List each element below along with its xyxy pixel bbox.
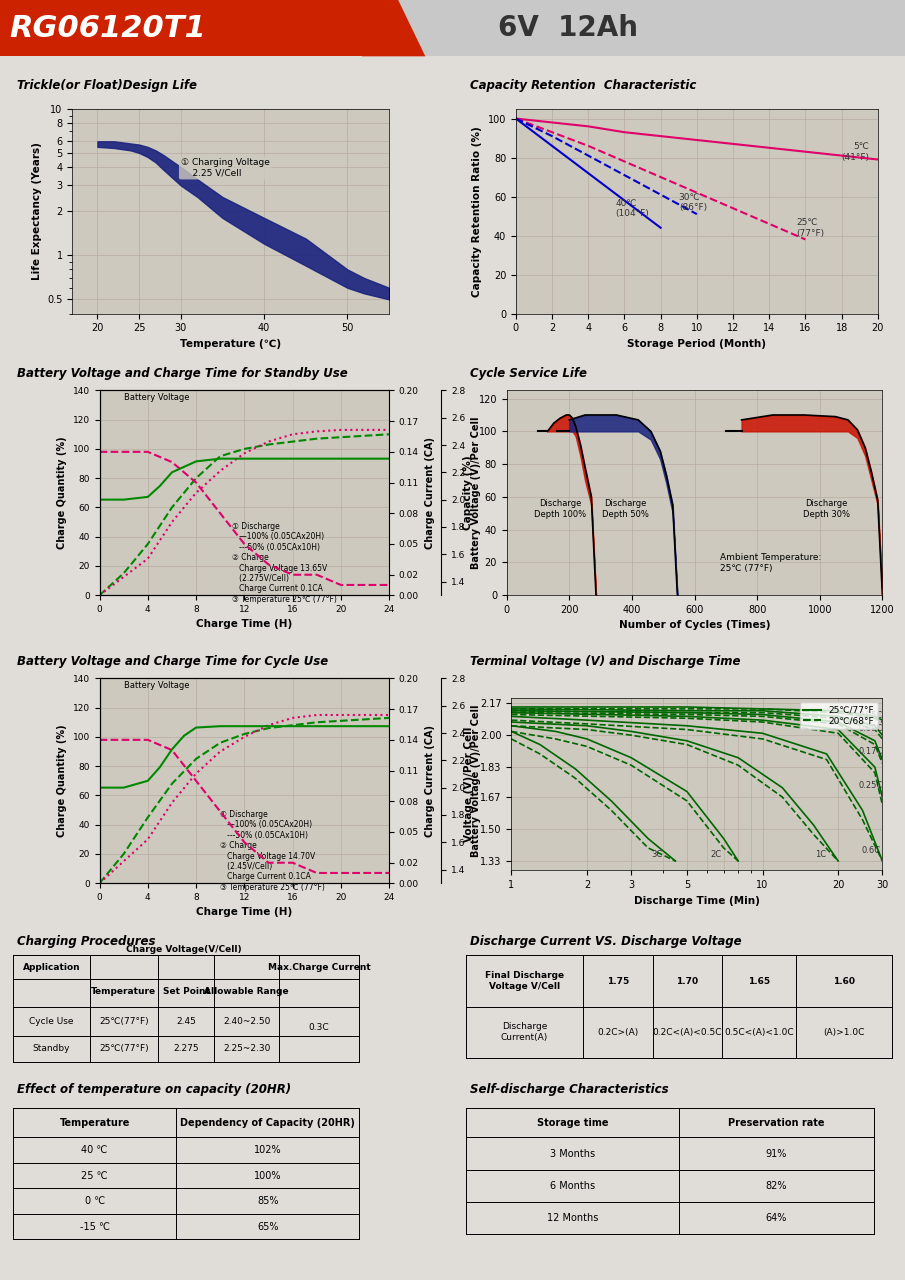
Text: Discharge
Current(A): Discharge Current(A) xyxy=(500,1023,548,1042)
Text: Charging Procedures: Charging Procedures xyxy=(17,934,156,947)
Text: 6V  12Ah: 6V 12Ah xyxy=(498,14,638,42)
Text: 6 Months: 6 Months xyxy=(549,1181,595,1190)
Y-axis label: Charge Current (CA): Charge Current (CA) xyxy=(424,436,434,549)
Text: Standby: Standby xyxy=(33,1044,70,1053)
X-axis label: Number of Cycles (Times): Number of Cycles (Times) xyxy=(619,621,770,631)
Text: 0 ℃: 0 ℃ xyxy=(84,1197,105,1206)
Text: 1.65: 1.65 xyxy=(748,977,770,986)
Text: 82%: 82% xyxy=(766,1181,787,1190)
Y-axis label: Battery Voltage (V)/Per Cell: Battery Voltage (V)/Per Cell xyxy=(471,704,481,858)
Text: 100%: 100% xyxy=(254,1171,281,1180)
Text: 40 ℃: 40 ℃ xyxy=(81,1146,108,1155)
Text: 25℃(77°F): 25℃(77°F) xyxy=(99,1044,148,1053)
Legend: 25℃/77°F, 20℃/68°F: 25℃/77°F, 20℃/68°F xyxy=(800,703,878,730)
Y-axis label: Capacity Retention Ratio (%): Capacity Retention Ratio (%) xyxy=(472,125,482,297)
Text: Capacity Retention  Characteristic: Capacity Retention Characteristic xyxy=(471,78,697,92)
Text: 1.75: 1.75 xyxy=(607,977,629,986)
Text: 0.2C>(A): 0.2C>(A) xyxy=(597,1028,639,1037)
Text: Cycle Service Life: Cycle Service Life xyxy=(471,366,587,380)
X-axis label: Discharge Time (Min): Discharge Time (Min) xyxy=(634,896,760,906)
Text: Battery Voltage: Battery Voltage xyxy=(124,681,189,690)
Text: 1C: 1C xyxy=(814,850,826,859)
Text: Final Discharge
Voltage V/Cell: Final Discharge Voltage V/Cell xyxy=(485,972,564,991)
Y-axis label: Charge Current (CA): Charge Current (CA) xyxy=(424,724,434,837)
X-axis label: Charge Time (H): Charge Time (H) xyxy=(196,620,292,630)
Text: Discharge
Depth 30%: Discharge Depth 30% xyxy=(803,499,850,518)
Text: Battery Voltage and Charge Time for Standby Use: Battery Voltage and Charge Time for Stan… xyxy=(17,366,348,380)
Y-axis label: Charge Quantity (%): Charge Quantity (%) xyxy=(57,436,67,549)
Y-axis label: Battery Voltage (V)/Per Cell: Battery Voltage (V)/Per Cell xyxy=(471,416,481,570)
Text: 0.17C: 0.17C xyxy=(859,748,883,756)
Text: 0.05C: 0.05C xyxy=(859,712,883,721)
Text: 0.2C<(A)<0.5C: 0.2C<(A)<0.5C xyxy=(653,1028,722,1037)
Text: 2.40~2.50: 2.40~2.50 xyxy=(223,1016,271,1025)
Text: Application: Application xyxy=(23,963,81,972)
Y-axis label: Charge Quantity (%): Charge Quantity (%) xyxy=(57,724,67,837)
Text: Set Point: Set Point xyxy=(163,987,210,996)
Text: Effect of temperature on capacity (20HR): Effect of temperature on capacity (20HR) xyxy=(17,1083,291,1096)
Text: Ambient Temperature:
25℃ (77°F): Ambient Temperature: 25℃ (77°F) xyxy=(719,553,821,572)
Text: 5℃
(41°F): 5℃ (41°F) xyxy=(841,142,869,161)
Polygon shape xyxy=(335,0,425,56)
Text: Battery Voltage and Charge Time for Cycle Use: Battery Voltage and Charge Time for Cycl… xyxy=(17,654,329,668)
Text: Allowable Range: Allowable Range xyxy=(205,987,289,996)
Bar xyxy=(380,0,905,56)
Y-axis label: Capacity (%): Capacity (%) xyxy=(463,456,473,530)
Text: 1.60: 1.60 xyxy=(833,977,855,986)
Text: 2.45: 2.45 xyxy=(176,1016,196,1025)
Text: 12 Months: 12 Months xyxy=(547,1213,598,1224)
Text: Battery Voltage: Battery Voltage xyxy=(124,393,189,402)
Text: 30℃
(86°F): 30℃ (86°F) xyxy=(679,193,707,212)
Text: Discharge Current VS. Discharge Voltage: Discharge Current VS. Discharge Voltage xyxy=(471,934,742,947)
Bar xyxy=(0,0,380,56)
Text: 0.25C: 0.25C xyxy=(859,781,883,790)
Text: Trickle(or Float)Design Life: Trickle(or Float)Design Life xyxy=(17,78,197,92)
Text: Temperature: Temperature xyxy=(91,987,157,996)
Text: 0.6C: 0.6C xyxy=(862,846,881,855)
Text: 85%: 85% xyxy=(257,1197,279,1206)
Text: (A)>1.0C: (A)>1.0C xyxy=(824,1028,864,1037)
Text: Terminal Voltage (V) and Discharge Time: Terminal Voltage (V) and Discharge Time xyxy=(471,654,740,668)
Text: 25℃
(77°F): 25℃ (77°F) xyxy=(796,218,824,238)
X-axis label: Storage Period (Month): Storage Period (Month) xyxy=(627,339,767,349)
Text: Preservation rate: Preservation rate xyxy=(729,1117,824,1128)
Text: 65%: 65% xyxy=(257,1221,279,1231)
Text: 3 Months: 3 Months xyxy=(549,1148,595,1158)
Text: RG06120T1: RG06120T1 xyxy=(9,14,205,42)
Y-axis label: Voltage (V)/Per Cell: Voltage (V)/Per Cell xyxy=(464,726,474,842)
Text: Charge Voltage(V/Cell): Charge Voltage(V/Cell) xyxy=(127,946,242,955)
Y-axis label: Life Expectancy (Years): Life Expectancy (Years) xyxy=(32,142,42,280)
Text: 25 ℃: 25 ℃ xyxy=(81,1171,108,1180)
Text: 64%: 64% xyxy=(766,1213,787,1224)
Text: Dependency of Capacity (20HR): Dependency of Capacity (20HR) xyxy=(180,1117,356,1128)
X-axis label: Charge Time (H): Charge Time (H) xyxy=(196,908,292,918)
Text: 25℃(77°F): 25℃(77°F) xyxy=(99,1016,148,1025)
X-axis label: Temperature (℃): Temperature (℃) xyxy=(180,339,281,349)
Text: ① Charging Voltage
    2.25 V/Cell: ① Charging Voltage 2.25 V/Cell xyxy=(181,159,270,178)
Text: Discharge
Depth 100%: Discharge Depth 100% xyxy=(534,499,586,518)
Text: 0.3C: 0.3C xyxy=(309,1023,329,1032)
Text: ① Discharge
   —100% (0.05CAx20H)
   ---50% (0.05CAx10H)
② Charge
   Charge Volt: ① Discharge —100% (0.05CAx20H) ---50% (0… xyxy=(233,522,338,604)
Text: ① Discharge
   —100% (0.05CAx20H)
   ---50% (0.05CAx10H)
② Charge
   Charge Volt: ① Discharge —100% (0.05CAx20H) ---50% (0… xyxy=(220,810,325,892)
Text: 2.25~2.30: 2.25~2.30 xyxy=(223,1044,271,1053)
Text: 102%: 102% xyxy=(254,1146,281,1155)
Text: 3C: 3C xyxy=(652,850,662,859)
Text: 2C: 2C xyxy=(710,850,721,859)
Text: Temperature: Temperature xyxy=(60,1117,129,1128)
Text: Cycle Use: Cycle Use xyxy=(29,1016,73,1025)
Text: 91%: 91% xyxy=(766,1148,787,1158)
Text: 0.5C<(A)<1.0C: 0.5C<(A)<1.0C xyxy=(724,1028,794,1037)
Text: 0.09C: 0.09C xyxy=(859,724,883,733)
Text: Max.Charge Current: Max.Charge Current xyxy=(268,963,370,972)
Text: Discharge
Depth 50%: Discharge Depth 50% xyxy=(603,499,649,518)
Text: 40℃
(104°F): 40℃ (104°F) xyxy=(615,198,649,218)
Text: 1.70: 1.70 xyxy=(676,977,699,986)
Text: 2.275: 2.275 xyxy=(174,1044,199,1053)
Text: Storage time: Storage time xyxy=(537,1117,608,1128)
Text: Self-discharge Characteristics: Self-discharge Characteristics xyxy=(471,1083,669,1096)
Text: -15 ℃: -15 ℃ xyxy=(80,1221,110,1231)
